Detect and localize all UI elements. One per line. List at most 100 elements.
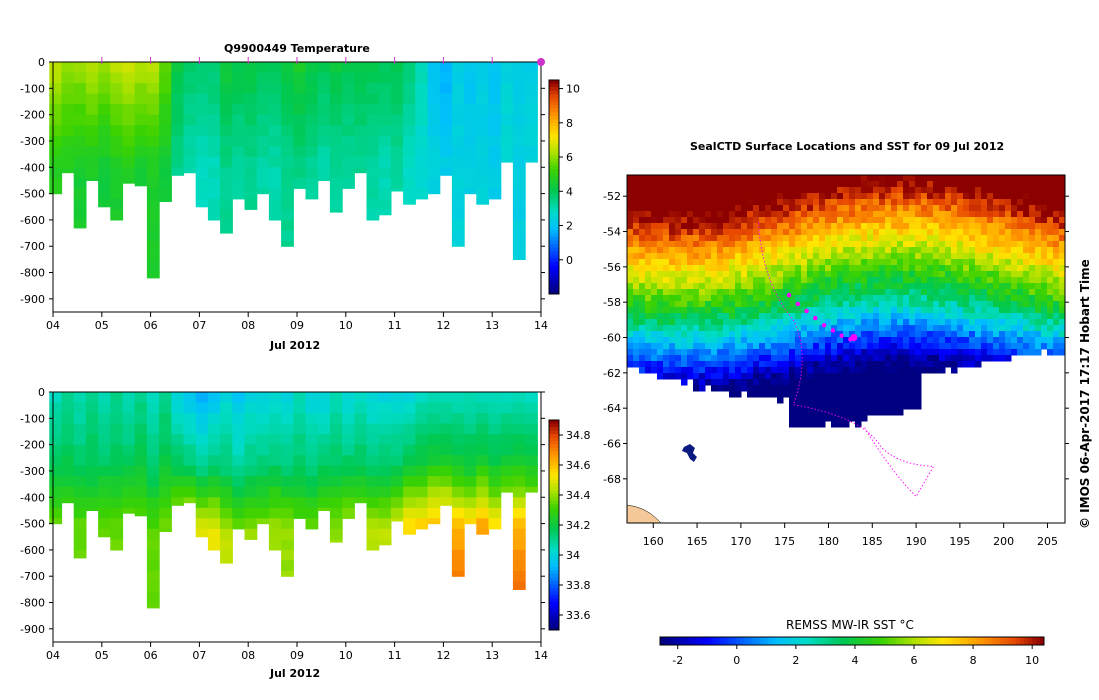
- sst-colorbar-cell: [792, 637, 797, 645]
- section-cell: [390, 465, 404, 477]
- sst-cell: [909, 235, 916, 242]
- sst-cell: [897, 265, 904, 272]
- sst-cell: [1017, 175, 1024, 182]
- sst-cell: [759, 259, 766, 266]
- sst-cell: [687, 241, 694, 248]
- sst-cell: [627, 337, 634, 344]
- sst-cell: [645, 193, 652, 200]
- sst-cell: [1017, 349, 1024, 356]
- section-cell: [122, 392, 136, 404]
- sst-cell: [837, 253, 844, 260]
- sst-cell: [717, 337, 724, 344]
- section-cell: [476, 83, 490, 95]
- sst-cell: [1059, 229, 1066, 236]
- sst-cell: [831, 361, 838, 368]
- section-cell: [85, 177, 99, 181]
- sst-cell: [639, 337, 646, 344]
- sst-cell: [849, 331, 856, 338]
- section-cell: [268, 528, 282, 540]
- sst-cell: [897, 337, 904, 344]
- section-cell: [73, 219, 87, 229]
- section-cell: [146, 156, 160, 168]
- sst-cell: [789, 277, 796, 284]
- section-cell: [49, 476, 63, 488]
- section-cell: [207, 114, 221, 126]
- sst-cell: [783, 373, 790, 380]
- section-cell: [464, 93, 477, 105]
- lat-tick-label: -66: [603, 438, 621, 451]
- sst-cell: [633, 355, 640, 362]
- section-cell: [146, 93, 160, 105]
- sst-cell: [993, 331, 1000, 338]
- sst-cell: [1005, 331, 1012, 338]
- section-cell: [134, 444, 148, 456]
- section-cell: [195, 62, 209, 74]
- sst-cell: [813, 235, 820, 242]
- section-cell: [451, 528, 465, 540]
- sst-cell: [831, 409, 838, 416]
- sst-cell: [669, 283, 676, 290]
- y-tick-label: -100: [20, 82, 45, 95]
- sst-cell: [765, 295, 772, 302]
- sst-cell: [885, 319, 892, 326]
- sst-cell: [903, 367, 910, 374]
- section-cell: [329, 198, 343, 210]
- section-cell: [98, 62, 111, 74]
- sst-colorbar-cell: [856, 637, 861, 645]
- sst-cell: [783, 283, 790, 290]
- sst-cell: [771, 313, 778, 320]
- sst-cell: [927, 205, 934, 212]
- section-cell: [378, 177, 392, 189]
- sst-cell: [699, 331, 706, 338]
- sst-cell: [927, 211, 934, 218]
- sst-cell: [639, 277, 646, 284]
- sst-cell: [657, 181, 664, 188]
- section-cell: [207, 146, 221, 158]
- sst-colorbar-cell: [952, 637, 957, 645]
- sst-cell: [657, 247, 664, 254]
- section-cell: [183, 114, 197, 126]
- sst-cell: [777, 283, 784, 290]
- sst-cell: [873, 349, 880, 356]
- section-cell: [293, 465, 307, 477]
- section-cell: [451, 465, 465, 477]
- sst-cell: [897, 277, 904, 284]
- section-cell: [268, 444, 282, 456]
- sst-cell: [723, 307, 730, 314]
- sst-cell: [663, 217, 670, 224]
- section-cell: [390, 497, 404, 509]
- sst-cell: [975, 223, 982, 230]
- sst-cell: [705, 325, 712, 332]
- sst-cell: [807, 337, 814, 344]
- sst-cell: [747, 325, 754, 332]
- sst-cell: [861, 259, 868, 266]
- sst-cell: [687, 301, 694, 308]
- sst-cell: [843, 181, 850, 188]
- sst-cell: [927, 223, 934, 230]
- colorbar-cell: [549, 493, 559, 498]
- sst-cell: [699, 205, 706, 212]
- sst-cell: [651, 343, 658, 350]
- sst-cell: [993, 325, 1000, 332]
- sst-cell: [771, 289, 778, 296]
- section-cell: [476, 167, 490, 179]
- sst-cell: [1023, 193, 1030, 200]
- sst-cell: [861, 307, 868, 314]
- section-cell: [134, 423, 148, 435]
- section-cell: [122, 146, 136, 158]
- section-cell: [305, 518, 319, 530]
- section-cell: [451, 402, 465, 414]
- sst-colorbar-cell: [956, 637, 961, 645]
- sst-cell: [921, 283, 928, 290]
- section-cell: [268, 83, 282, 95]
- section-cell: [146, 272, 160, 279]
- sst-cell: [711, 181, 718, 188]
- colorbar-cell: [549, 261, 559, 266]
- sst-cell: [1017, 313, 1024, 320]
- sst-cell: [795, 193, 802, 200]
- sst-cell: [903, 181, 910, 188]
- sst-cell: [681, 289, 688, 296]
- sst-cell: [969, 253, 976, 260]
- sst-cell: [885, 241, 892, 248]
- sst-cell: [939, 319, 946, 326]
